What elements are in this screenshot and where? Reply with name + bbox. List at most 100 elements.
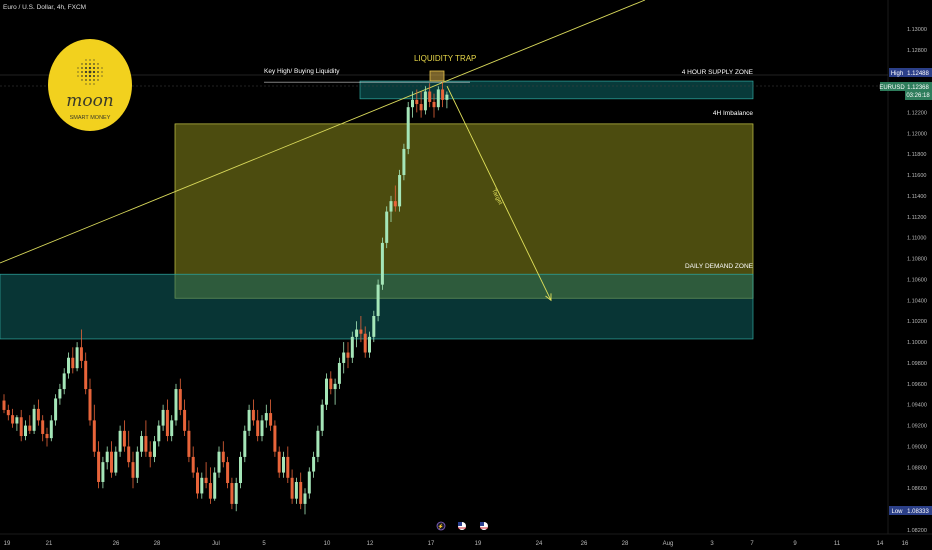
- candle-body[interactable]: [423, 91, 427, 111]
- candle-body[interactable]: [135, 451, 139, 478]
- candle-body[interactable]: [67, 357, 70, 374]
- event-icons[interactable]: ⚡: [436, 521, 488, 531]
- candle-body[interactable]: [260, 420, 264, 437]
- flag-us-icon[interactable]: [458, 522, 466, 530]
- candle-body[interactable]: [436, 89, 440, 108]
- candle-body[interactable]: [196, 472, 199, 494]
- candle-body[interactable]: [58, 389, 62, 399]
- candle-body[interactable]: [217, 451, 221, 473]
- candle-body[interactable]: [79, 347, 83, 361]
- candle-body[interactable]: [299, 481, 303, 504]
- candle-body[interactable]: [402, 148, 406, 176]
- candle-body[interactable]: [105, 451, 109, 463]
- candle-body[interactable]: [234, 483, 238, 504]
- candle-body[interactable]: [36, 408, 40, 421]
- candle-body[interactable]: [441, 89, 445, 100]
- candle-body[interactable]: [140, 436, 144, 452]
- candle-body[interactable]: [294, 481, 298, 499]
- candle-body[interactable]: [320, 404, 324, 431]
- candle-body[interactable]: [398, 175, 402, 207]
- candle-body[interactable]: [174, 389, 178, 421]
- ascending-trendline[interactable]: [0, 0, 646, 264]
- candle-body[interactable]: [333, 383, 337, 390]
- candle-body[interactable]: [269, 413, 273, 426]
- time-axis[interactable]: 19 21 26 28 Jul 5 10 12 17 19 24 26 28 Aug 3 7 9 11 14 16: [4, 541, 909, 547]
- candle-body[interactable]: [393, 201, 397, 207]
- candle-body[interactable]: [157, 425, 161, 442]
- candle-body[interactable]: [127, 446, 131, 463]
- candle-body[interactable]: [264, 413, 268, 421]
- candle-body[interactable]: [303, 493, 307, 504]
- candle-body[interactable]: [380, 242, 384, 285]
- candle-body[interactable]: [368, 336, 371, 353]
- candle-body[interactable]: [204, 477, 208, 484]
- candle-body[interactable]: [307, 471, 311, 494]
- candle-body[interactable]: [350, 336, 354, 358]
- candle-body[interactable]: [170, 420, 174, 437]
- candle-body[interactable]: [118, 430, 122, 452]
- candle-body[interactable]: [183, 409, 187, 431]
- candle-body[interactable]: [406, 107, 410, 149]
- candle-body[interactable]: [213, 472, 217, 499]
- candle-body[interactable]: [200, 477, 204, 494]
- candle-body[interactable]: [32, 408, 36, 431]
- candle-body[interactable]: [187, 430, 191, 457]
- liquidity-trap-box[interactable]: [429, 70, 445, 82]
- demand-zone[interactable]: [0, 273, 754, 340]
- candle-body[interactable]: [432, 101, 436, 108]
- candle-body[interactable]: [148, 451, 152, 457]
- supply-zone[interactable]: [359, 80, 754, 100]
- candle-body[interactable]: [101, 462, 105, 482]
- candle-body[interactable]: [97, 451, 101, 482]
- candle-body[interactable]: [131, 462, 135, 478]
- candle-body[interactable]: [54, 398, 58, 421]
- candle-body[interactable]: [256, 420, 260, 437]
- candle-body[interactable]: [178, 389, 182, 410]
- candle-body[interactable]: [114, 451, 118, 473]
- candle-body[interactable]: [445, 94, 449, 100]
- candle-body[interactable]: [71, 357, 75, 369]
- candle-body[interactable]: [389, 201, 393, 212]
- candle-body[interactable]: [88, 389, 92, 421]
- candle-body[interactable]: [316, 430, 320, 457]
- candle-body[interactable]: [153, 441, 156, 457]
- candle-body[interactable]: [385, 211, 389, 243]
- candle-body[interactable]: [49, 420, 53, 439]
- candle-body[interactable]: [243, 430, 247, 457]
- candle-body[interactable]: [376, 284, 380, 316]
- candle-body[interactable]: [325, 378, 328, 405]
- candle-body[interactable]: [282, 456, 285, 473]
- flag-us-icon[interactable]: [480, 522, 488, 530]
- candle-body[interactable]: [41, 420, 45, 434]
- candle-body[interactable]: [62, 373, 66, 390]
- candle-body[interactable]: [19, 417, 23, 437]
- candle-body[interactable]: [342, 352, 346, 363]
- candle-body[interactable]: [312, 456, 316, 472]
- candle-body[interactable]: [419, 104, 423, 111]
- candle-body[interactable]: [372, 315, 376, 337]
- candle-body[interactable]: [75, 347, 79, 369]
- candle-body[interactable]: [208, 483, 212, 499]
- candle-body[interactable]: [251, 409, 255, 421]
- candle-body[interactable]: [428, 91, 432, 102]
- candle-body[interactable]: [247, 409, 251, 431]
- candle-body[interactable]: [239, 456, 242, 484]
- candle-body[interactable]: [273, 425, 277, 452]
- candle-body[interactable]: [415, 99, 419, 105]
- candle-body[interactable]: [84, 360, 88, 390]
- candle-body[interactable]: [6, 409, 10, 416]
- candle-body[interactable]: [329, 378, 333, 390]
- candle-body[interactable]: [92, 420, 96, 452]
- candle-body[interactable]: [277, 451, 281, 473]
- candle-body[interactable]: [122, 430, 126, 447]
- candle-body[interactable]: [221, 451, 225, 463]
- candle-body[interactable]: [290, 477, 294, 499]
- candle-body[interactable]: [286, 456, 290, 478]
- candle-body[interactable]: [363, 333, 367, 353]
- imbalance-zone[interactable]: [174, 123, 754, 299]
- candle-body[interactable]: [2, 400, 6, 410]
- candle-body[interactable]: [230, 483, 234, 504]
- candle-body[interactable]: [226, 462, 230, 484]
- candle-body[interactable]: [359, 329, 363, 334]
- candle-body[interactable]: [24, 425, 27, 437]
